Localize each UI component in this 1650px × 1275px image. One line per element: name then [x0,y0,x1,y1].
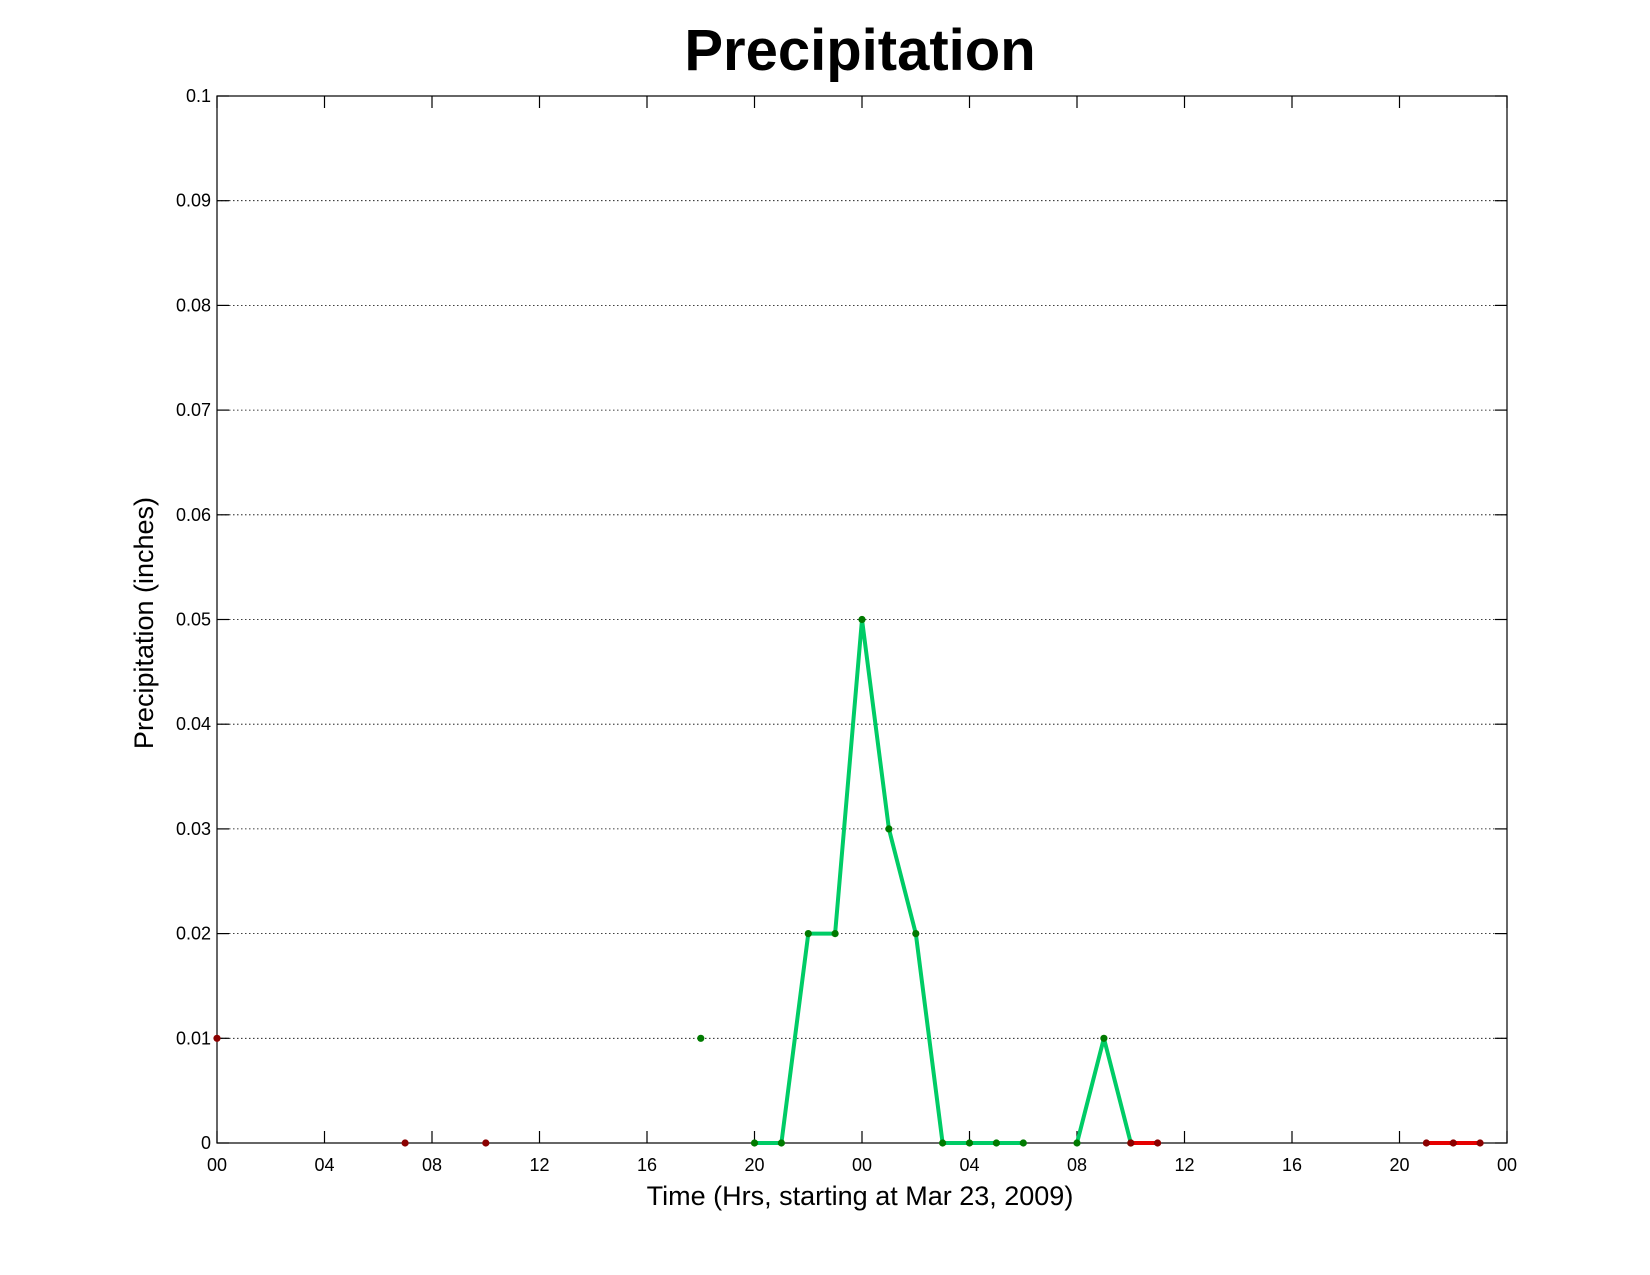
x-tick-label: 00 [1497,1155,1517,1175]
y-tick-label: 0.01 [176,1028,211,1048]
y-tick-label: 0.05 [176,610,211,630]
y-tick-label: 0.07 [176,400,211,420]
y-tick-label: 0.03 [176,819,211,839]
data-point [1449,1139,1457,1147]
x-axis-label: Time (Hrs, starting at Mar 23, 2009) [647,1181,1074,1211]
data-point [939,1139,947,1147]
series-1 [213,1034,1484,1147]
data-point [831,930,839,938]
data-point [401,1139,409,1147]
y-tick-label: 0.02 [176,924,211,944]
data-point [697,1034,705,1042]
x-tick-label: 16 [637,1155,657,1175]
data-series [213,615,1484,1147]
y-tick-label: 0.06 [176,505,211,525]
x-tick-label: 08 [1067,1155,1087,1175]
x-tick-label: 04 [959,1155,979,1175]
y-tick-label: 0.1 [186,86,211,106]
data-point [885,825,893,833]
x-tick-label: 00 [207,1155,227,1175]
y-axis-label: Precipitation (inches) [129,497,159,749]
chart-title: Precipitation [684,18,1035,83]
data-point [482,1139,490,1147]
y-tick-label: 0.04 [176,714,211,734]
x-tick-label: 12 [529,1155,549,1175]
axis-ticks: 0 0.01 0.02 0.03 0.04 0.05 0.06 0.07 0.08 0.09 0.1… [176,86,1517,1175]
x-tick-label: 04 [314,1155,334,1175]
x-tick-label: 12 [1174,1155,1194,1175]
data-point [1422,1139,1430,1147]
data-point [858,615,866,624]
x-tick-label: 20 [744,1155,764,1175]
data-point [965,1139,974,1147]
data-point [1073,1139,1081,1147]
data-point [992,1139,1001,1147]
data-point [750,1139,759,1147]
x-tick-label: 00 [852,1155,872,1175]
x-tick-label: 16 [1282,1155,1302,1175]
y-tick-label: 0 [201,1133,211,1153]
x-tick-label: 08 [422,1155,442,1175]
data-point [1019,1139,1027,1147]
data-point [912,930,920,938]
data-point [777,1139,786,1147]
x-tick-label: 20 [1389,1155,1409,1175]
data-point [1154,1139,1162,1147]
data-point [1127,1139,1135,1147]
y-tick-label: 0.09 [176,191,211,211]
data-point [804,930,812,938]
y-tick-label: 0.08 [176,295,211,315]
data-point [213,1034,221,1042]
series-0 [697,615,1135,1147]
data-point [1476,1139,1484,1147]
data-point [1100,1034,1108,1042]
